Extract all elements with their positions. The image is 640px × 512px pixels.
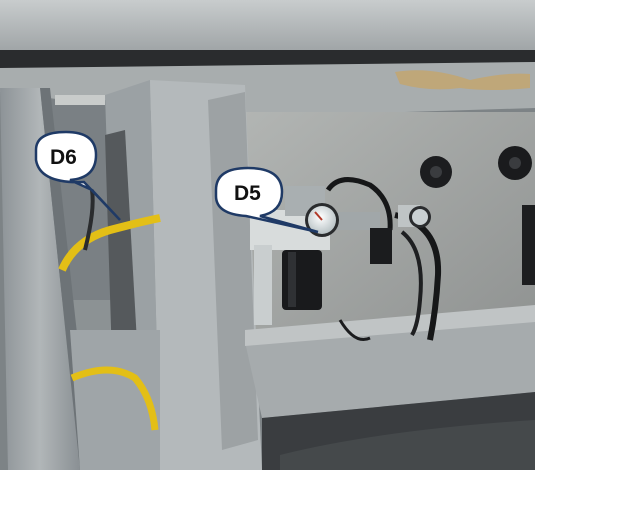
pressure-gauge: [305, 203, 339, 237]
callout-d6-label: D6: [50, 146, 77, 169]
knob-2: [498, 146, 532, 180]
inner-post-shadow: [105, 130, 138, 360]
lower-frame-top: [245, 305, 535, 346]
black-hose-lower: [400, 230, 423, 337]
right-dark-component: [522, 205, 535, 285]
callout-d5: D5: [214, 166, 319, 234]
yellow-hose-lower: [70, 366, 159, 431]
small-gauge: [409, 206, 431, 228]
far-rail: [55, 95, 105, 105]
left-post: [0, 88, 80, 470]
yellow-hose-far: [83, 189, 95, 251]
black-hose-top: [325, 177, 393, 231]
machine-photo: D6 D5: [0, 0, 535, 470]
left-base: [70, 330, 160, 470]
beam-rust-stain: [395, 70, 530, 90]
black-cable: [338, 319, 371, 341]
top-plate: [0, 0, 535, 52]
floor-puddle: [280, 420, 535, 470]
callout-d5-label: D5: [234, 182, 261, 205]
knob-1: [420, 156, 452, 188]
callout-d6: D6: [34, 130, 121, 221]
lower-frame: [245, 320, 535, 418]
yellow-hose-upper: [58, 214, 161, 272]
